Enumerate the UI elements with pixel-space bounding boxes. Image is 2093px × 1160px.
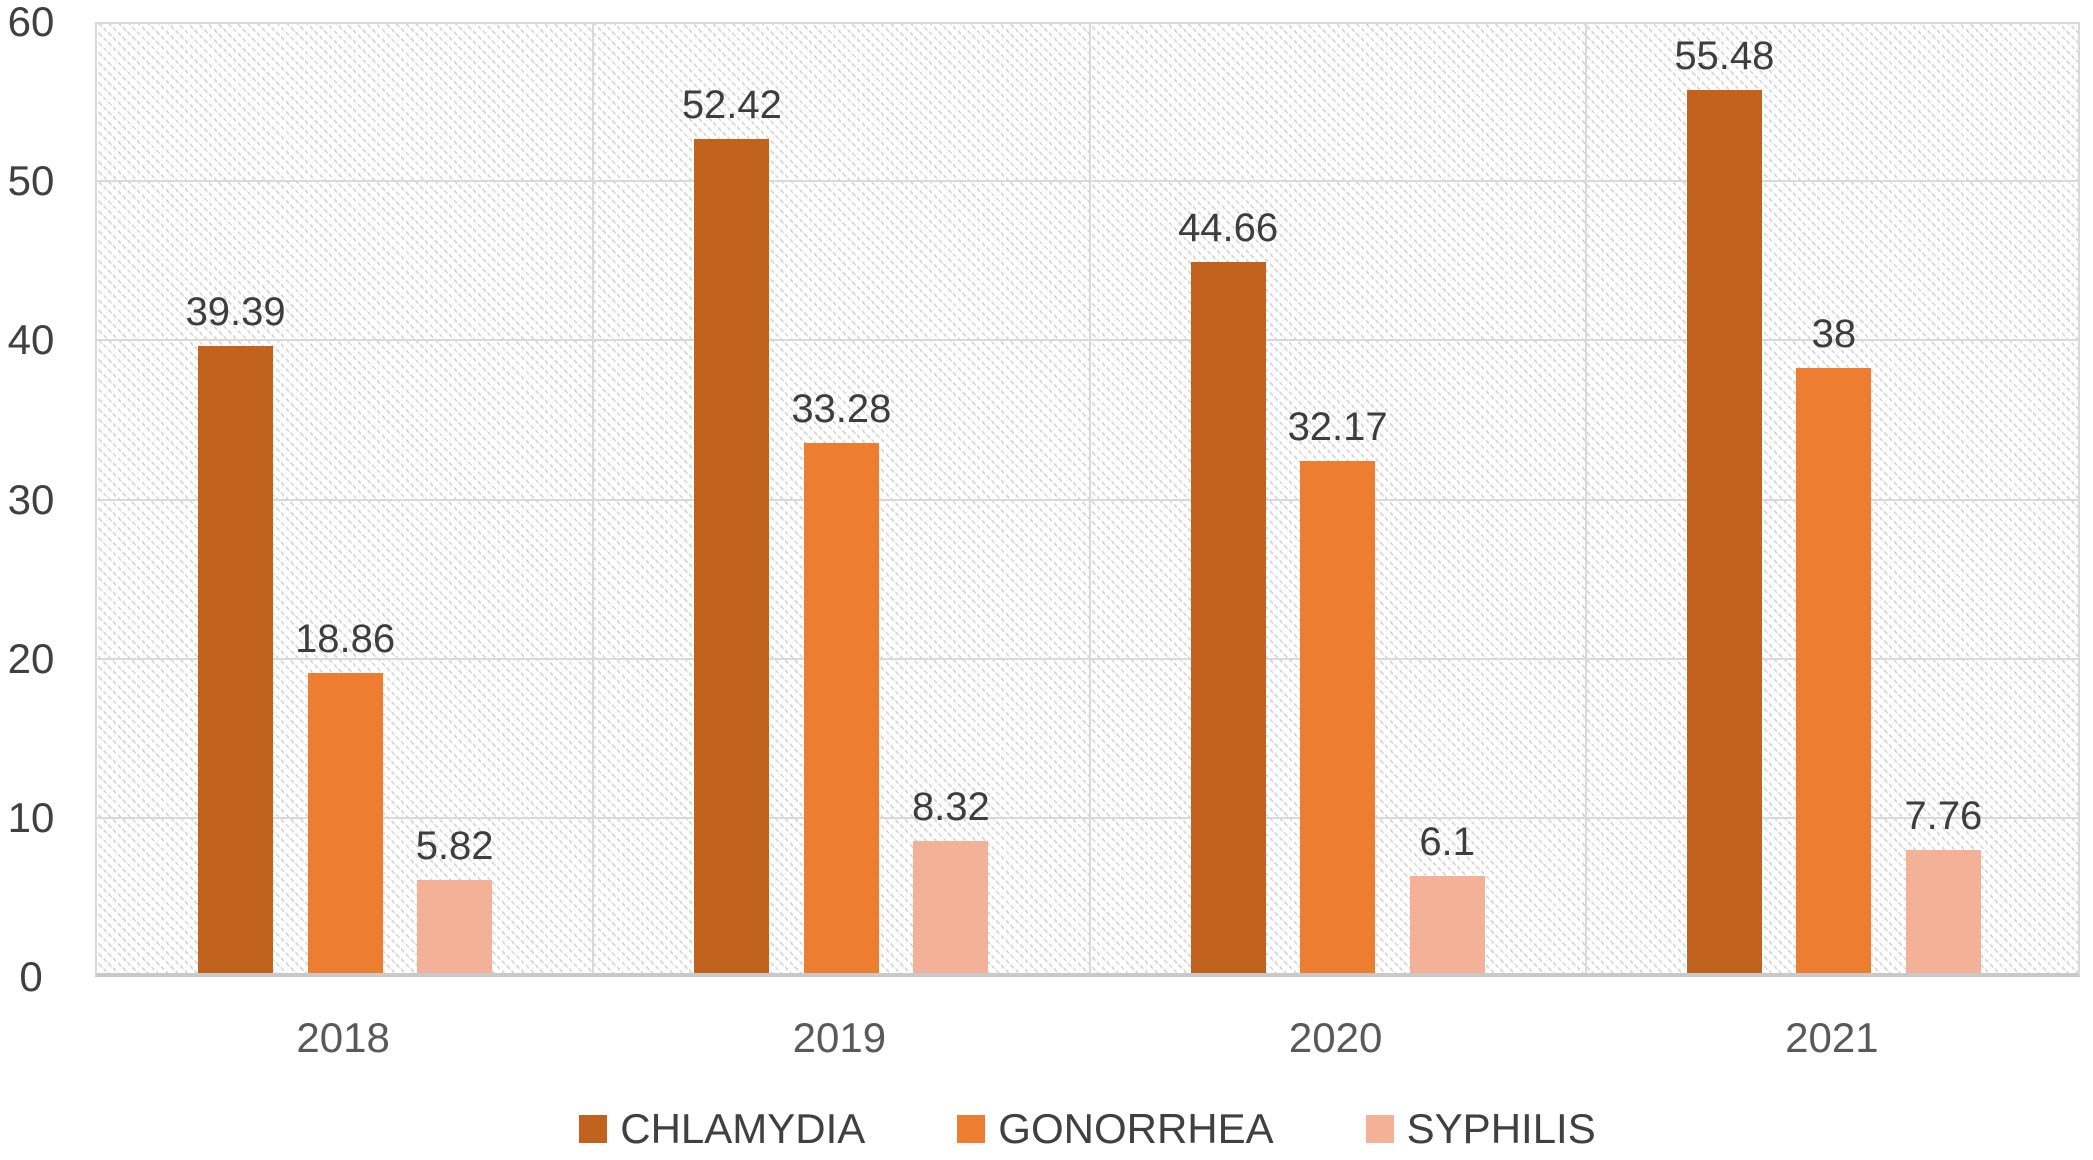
y-tick-label: 0: [19, 953, 43, 1000]
gridline: [97, 22, 2078, 24]
category-separator: [1088, 22, 1091, 973]
bar-chlamydia-2019: [694, 138, 770, 973]
x-category-label: 2021: [1785, 1014, 1879, 1061]
y-tick-label: 60: [7, 0, 55, 45]
legend-label: CHLAMYDIA: [620, 1105, 866, 1152]
value-label: 52.42: [681, 82, 782, 127]
bar-chlamydia-2018: [198, 346, 274, 973]
gridline: [97, 816, 2078, 819]
legend-label: SYPHILIS: [1406, 1105, 1596, 1152]
bar-gonorrhea-2019: [803, 443, 879, 973]
x-category-label: 2019: [792, 1014, 887, 1061]
legend-swatch-icon: [957, 1115, 986, 1143]
y-tick-label: 30: [7, 475, 55, 523]
value-label: 32.17: [1287, 404, 1388, 449]
legend-swatch-icon: [1365, 1115, 1394, 1143]
value-label: 44.66: [1178, 206, 1279, 251]
legend-item-gonorrhea: GONORRHEA: [957, 1105, 1274, 1153]
value-label: 55.48: [1674, 33, 1775, 78]
gridline: [97, 498, 2078, 501]
y-tick-label: 20: [7, 634, 55, 682]
plot-area: 39.39 18.86 5.82 52.42 33.28 8.32 44.66 32.17 6.…: [95, 22, 2080, 977]
gridline: [97, 657, 2078, 660]
legend-item-syphilis: SYPHILIS: [1365, 1105, 1596, 1153]
value-label: 6.1: [1419, 819, 1475, 864]
bar-gonorrhea-2021: [1796, 368, 1872, 973]
legend-item-chlamydia: CHLAMYDIA: [579, 1105, 865, 1153]
x-category-label: 2020: [1288, 1014, 1383, 1061]
y-tick-label: 50: [7, 157, 55, 205]
category-separator: [592, 22, 595, 973]
legend: CHLAMYDIA GONORRHEA SYPHILIS: [95, 1105, 2080, 1153]
legend-swatch-icon: [579, 1115, 608, 1143]
value-label: 18.86: [295, 616, 396, 661]
bar-chlamydia-2020: [1190, 262, 1266, 973]
y-tick-label: 10: [7, 793, 55, 841]
bar-syphilis-2021: [1905, 849, 1981, 973]
value-label: 39.39: [185, 290, 286, 335]
bar-syphilis-2018: [417, 880, 493, 973]
bar-gonorrhea-2018: [307, 672, 383, 973]
category-separator: [1584, 22, 1587, 973]
bar-gonorrhea-2020: [1300, 460, 1376, 973]
gridline: [97, 180, 2078, 183]
bar-chlamydia-2021: [1686, 89, 1762, 973]
value-label: 7.76: [1904, 793, 1983, 838]
bar-syphilis-2019: [913, 840, 989, 973]
value-label: 33.28: [791, 387, 892, 432]
bar-syphilis-2020: [1409, 875, 1485, 973]
legend-label: GONORRHEA: [998, 1105, 1274, 1152]
value-label: 8.32: [911, 784, 990, 829]
x-category-label: 2018: [296, 1014, 390, 1061]
y-tick-label: 40: [7, 316, 55, 364]
gridline: [97, 339, 2078, 342]
value-label: 38: [1811, 312, 1857, 357]
value-label: 5.82: [415, 824, 494, 869]
